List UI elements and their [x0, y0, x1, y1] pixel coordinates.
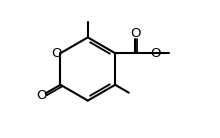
Text: O: O	[150, 47, 161, 60]
Text: O: O	[51, 47, 62, 60]
Text: O: O	[36, 89, 46, 102]
Text: O: O	[130, 27, 141, 40]
